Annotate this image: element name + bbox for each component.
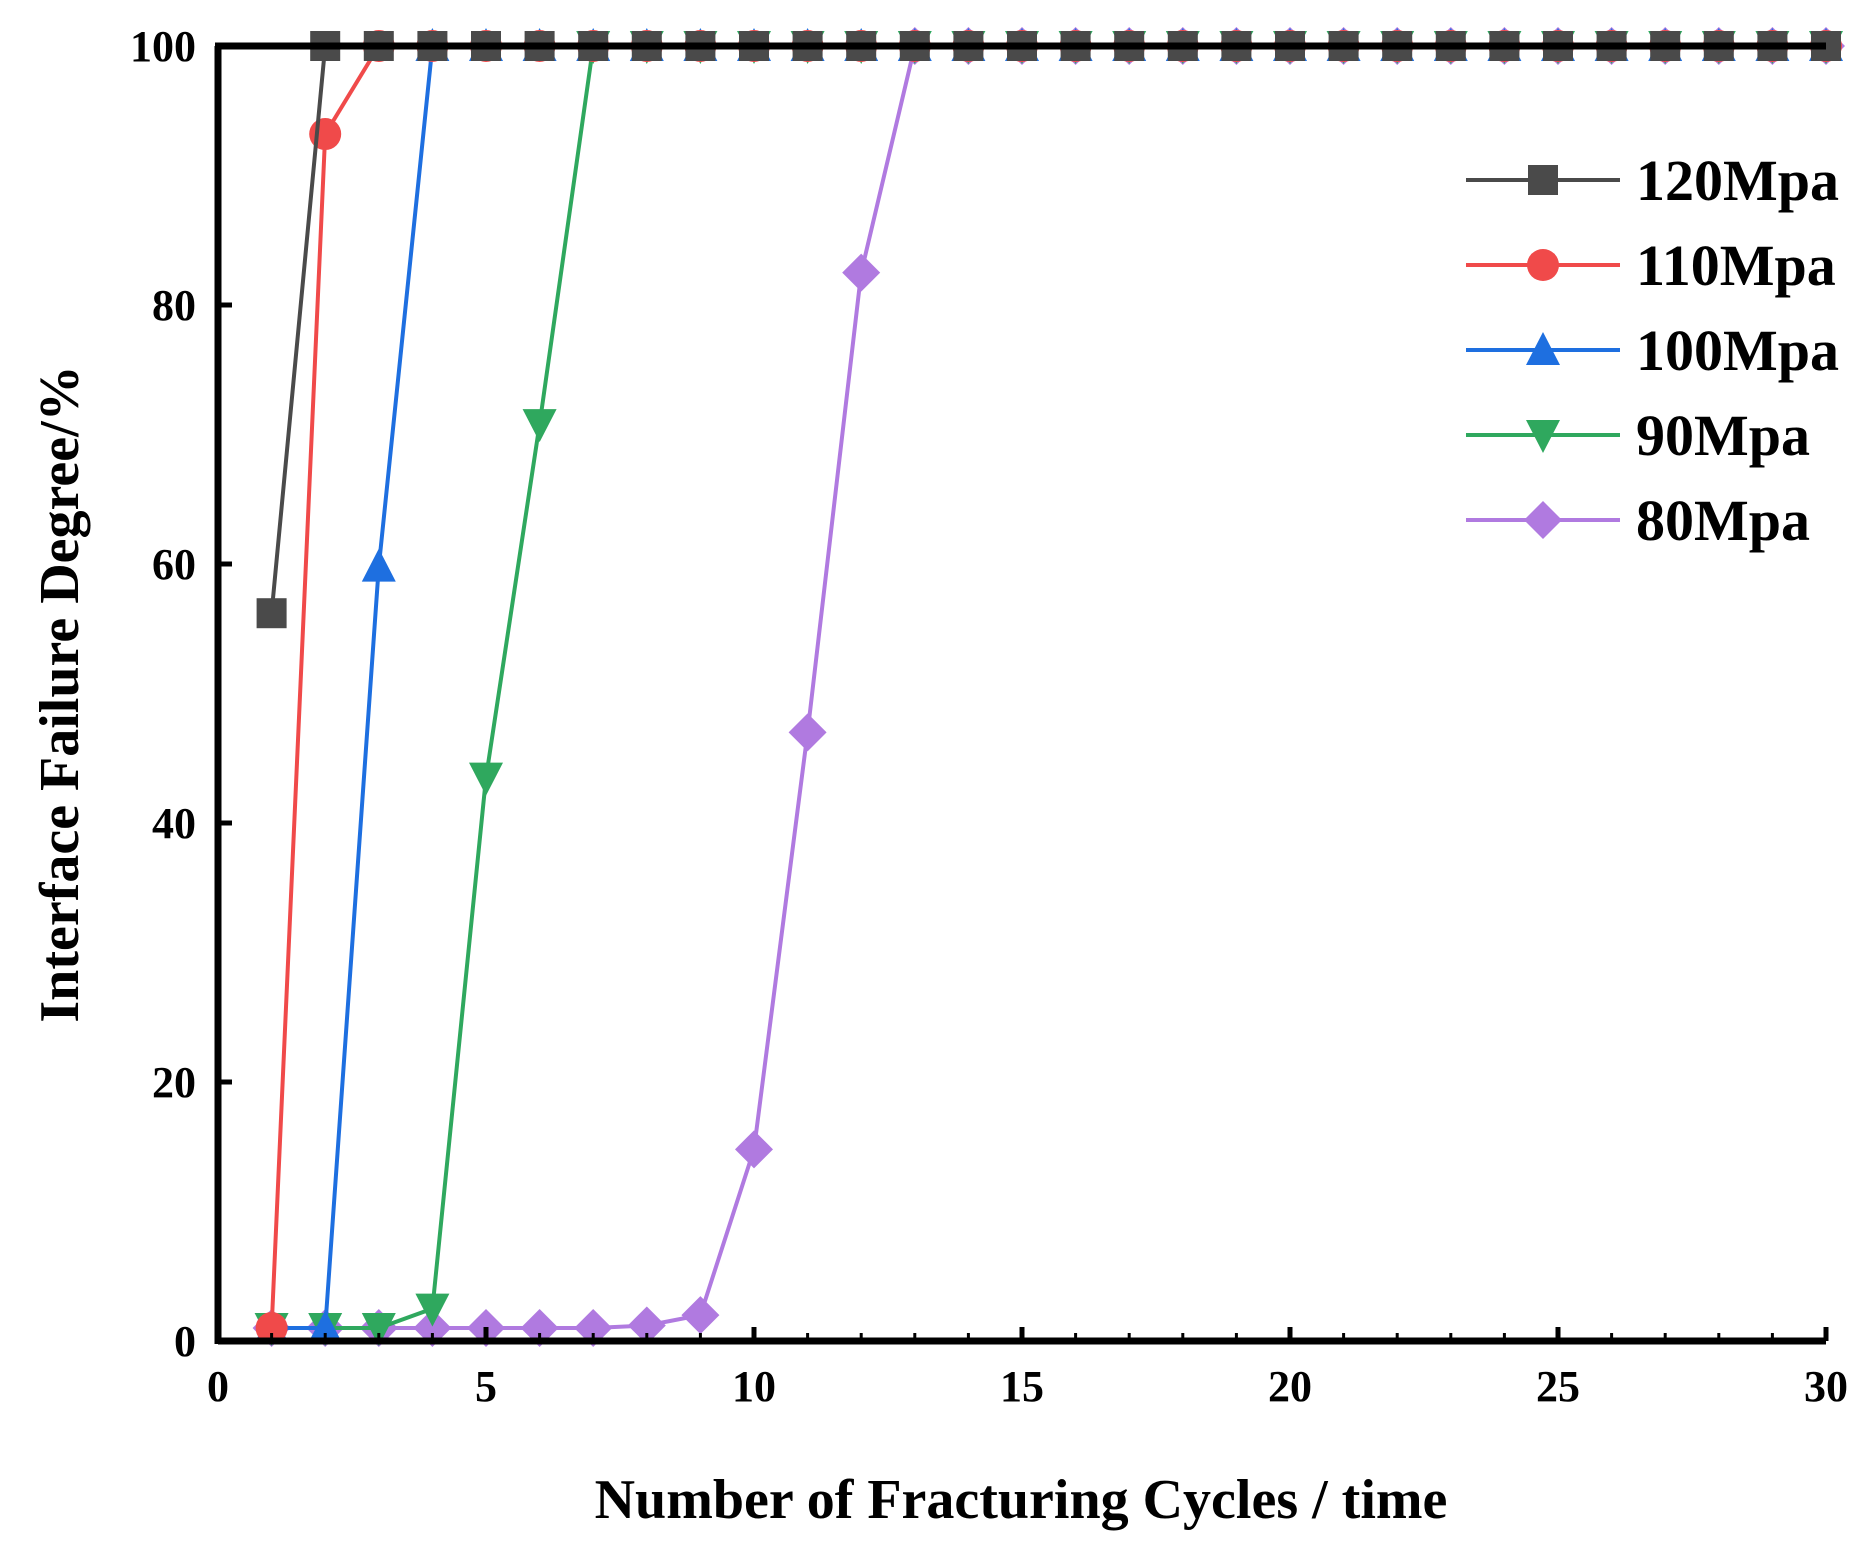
- legend-label: 100Mpa: [1636, 318, 1839, 383]
- legend-entry: 120Mpa: [1466, 148, 1839, 213]
- legend-marker: [1526, 420, 1560, 453]
- legend-entry: 110Mpa: [1466, 233, 1836, 298]
- legend-label: 110Mpa: [1636, 233, 1836, 298]
- legend-label: 80Mpa: [1636, 488, 1810, 553]
- series-line: [271, 44, 1826, 1331]
- legend-marker: [1528, 165, 1558, 195]
- data-point: [735, 1130, 773, 1169]
- x-tick-label: 25: [1536, 1362, 1580, 1411]
- data-point: [255, 1312, 288, 1345]
- data-point: [788, 713, 827, 752]
- series-100Mpa: [254, 28, 1843, 1344]
- series-120Mpa: [256, 31, 1841, 629]
- data-point: [256, 598, 287, 629]
- data-point: [415, 1293, 450, 1327]
- series-80Mpa: [252, 27, 1845, 1348]
- x-tick-label: 30: [1804, 1362, 1848, 1411]
- series-line: [269, 44, 1826, 614]
- data-point: [627, 1306, 666, 1345]
- x-tick-label: 10: [732, 1362, 776, 1411]
- y-tick-label: 20: [152, 1058, 196, 1107]
- data-point: [361, 548, 396, 582]
- legend-marker: [1526, 332, 1560, 365]
- x-tick-label: 15: [1000, 1362, 1044, 1411]
- x-tick-label: 20: [1268, 1362, 1312, 1411]
- series-90Mpa: [254, 31, 1843, 1347]
- ticks-layer: 0 5 10 15 20 25 30 0 20 40 60 80 100: [130, 22, 1848, 1411]
- data-point: [522, 409, 557, 443]
- legend: 120Mpa 110Mpa 100Mpa 90Mpa 80Mpa: [1466, 148, 1839, 553]
- legend-marker: [1524, 501, 1562, 539]
- axes-layer: [214, 42, 1826, 1345]
- series-line: [271, 44, 1826, 1331]
- y-tick-label: 40: [152, 799, 196, 848]
- legend-entry: 100Mpa: [1466, 318, 1839, 383]
- legend-entry: 80Mpa: [1466, 488, 1810, 553]
- x-tick-label: 0: [207, 1362, 229, 1411]
- y-axis-title: Interface Failure Degree/%: [29, 365, 91, 1022]
- data-point: [842, 253, 881, 292]
- x-axis-title: Number of Fracturing Cycles / time: [595, 1469, 1448, 1531]
- data-point: [469, 762, 503, 796]
- legend-label: 90Mpa: [1636, 403, 1810, 468]
- legend-label: 120Mpa: [1636, 148, 1839, 213]
- data-point: [681, 1296, 720, 1335]
- legend-entry: 90Mpa: [1466, 403, 1810, 468]
- x-tick-label: 5: [475, 1362, 497, 1411]
- y-tick-label: 60: [152, 540, 196, 589]
- y-tick-label: 80: [152, 281, 196, 330]
- series-layer: [252, 27, 1845, 1348]
- series-110Mpa: [255, 30, 1842, 1345]
- legend-marker: [1527, 249, 1559, 281]
- data-point: [308, 1310, 343, 1344]
- series-line: [271, 44, 1826, 1331]
- y-tick-label: 0: [174, 1317, 196, 1366]
- y-tick-label: 100: [130, 22, 196, 71]
- series-line: [269, 44, 1826, 1329]
- data-point: [361, 1313, 396, 1347]
